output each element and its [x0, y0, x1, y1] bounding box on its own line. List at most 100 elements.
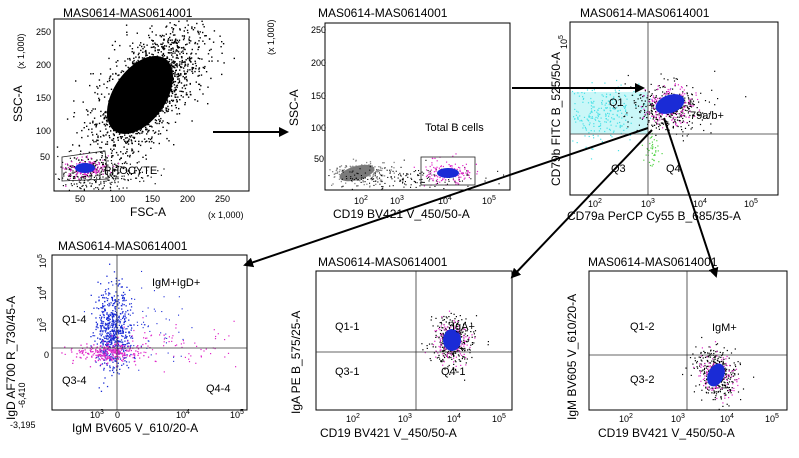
event-dot	[178, 21, 179, 22]
event-dot	[100, 172, 101, 173]
event-dot	[184, 37, 185, 38]
event-dot	[186, 76, 187, 77]
event-dot	[101, 327, 102, 328]
event-dot	[688, 102, 689, 103]
event-dot	[681, 107, 682, 108]
event-dot	[411, 179, 412, 180]
event-dot	[179, 69, 180, 70]
event-dot	[436, 335, 437, 336]
event-dot	[115, 301, 116, 302]
event-dot	[172, 56, 173, 57]
event-dot	[602, 100, 603, 101]
event-dot	[133, 52, 134, 53]
event-dot	[187, 71, 188, 72]
event-dot	[361, 177, 362, 178]
event-dot	[132, 61, 133, 62]
event-dot	[574, 119, 575, 120]
event-dot	[105, 331, 106, 332]
event-dot	[112, 155, 113, 156]
event-dot	[132, 153, 133, 154]
event-dot	[673, 113, 674, 114]
event-dot	[485, 178, 486, 179]
event-dot	[162, 111, 163, 112]
event-dot	[162, 55, 163, 56]
event-dot	[97, 171, 98, 172]
event-dot	[598, 126, 599, 127]
event-dot	[111, 160, 112, 161]
event-dot	[90, 73, 91, 74]
event-dot	[377, 181, 378, 182]
event-dot	[90, 112, 91, 113]
event-dot	[77, 176, 78, 177]
event-dot	[653, 118, 654, 119]
event-dot	[107, 180, 108, 181]
event-dot	[71, 167, 72, 168]
event-dot	[583, 125, 584, 126]
event-dot	[181, 356, 182, 357]
event-dot	[654, 101, 655, 102]
event-dot	[393, 171, 394, 172]
x-tick: 150	[145, 194, 160, 204]
event-dot	[654, 154, 655, 155]
event-dot	[121, 342, 122, 343]
event-dot	[106, 87, 107, 88]
event-dot	[458, 179, 459, 180]
event-dot	[640, 110, 641, 111]
event-dot	[172, 335, 173, 336]
event-dot	[696, 95, 697, 96]
event-dot	[76, 183, 77, 184]
event-dot	[179, 47, 180, 48]
event-dot	[693, 105, 694, 106]
event-dot	[643, 103, 644, 104]
event-dot	[82, 160, 83, 161]
event-dot	[692, 127, 693, 128]
event-dot	[139, 133, 140, 134]
event-dot	[109, 303, 110, 304]
event-dot	[591, 118, 592, 119]
event-dot	[100, 167, 101, 168]
event-dot	[177, 101, 178, 102]
event-dot	[91, 357, 92, 358]
event-dot	[352, 189, 353, 190]
event-dot	[81, 130, 82, 131]
event-dot	[138, 161, 139, 162]
event-dot	[613, 118, 614, 119]
event-dot	[443, 188, 444, 189]
event-dot	[97, 137, 98, 138]
event-dot	[103, 314, 104, 315]
event-dot	[106, 333, 107, 334]
event-dot	[166, 338, 167, 339]
event-dot	[66, 168, 67, 169]
event-dot	[431, 319, 432, 320]
event-dot	[593, 101, 594, 102]
event-dot	[122, 153, 123, 154]
event-dot	[59, 179, 60, 180]
event-dot	[126, 365, 127, 366]
event-dot	[156, 353, 157, 354]
event-dot	[649, 99, 650, 100]
event-dot	[105, 289, 106, 290]
event-dot	[370, 166, 371, 167]
event-dot	[111, 163, 112, 164]
event-dot	[113, 149, 114, 150]
event-dot	[647, 97, 648, 98]
event-dot	[584, 93, 585, 94]
event-dot	[217, 60, 218, 61]
event-dot	[430, 173, 431, 174]
event-dot	[664, 87, 665, 88]
event-dot	[631, 117, 632, 118]
event-dot	[577, 92, 578, 93]
event-dot	[586, 147, 587, 148]
event-dot	[199, 89, 200, 90]
event-dot	[625, 106, 626, 107]
event-dot	[130, 309, 131, 310]
event-dot	[121, 72, 122, 73]
event-dot	[120, 330, 121, 331]
event-dot	[627, 121, 628, 122]
event-dot	[350, 178, 351, 179]
event-dot	[360, 168, 361, 169]
event-dot	[662, 119, 663, 120]
event-dot	[91, 173, 92, 174]
event-dot	[373, 181, 374, 182]
event-dot	[100, 283, 101, 284]
